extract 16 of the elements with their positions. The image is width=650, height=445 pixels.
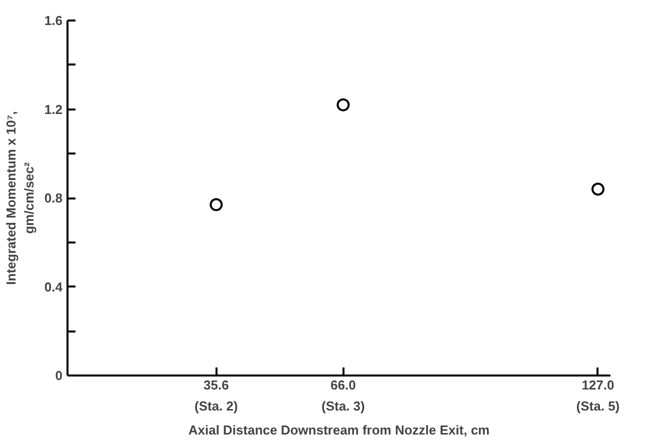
y-tick-label: 0.8 [44,190,63,206]
text: (Sta. 5) [576,398,620,414]
y-tick-label: 1.6 [44,13,63,28]
x-tick-label: 35.6 [204,378,229,392]
point [591,182,604,196]
y-axis-title: Integrated Momentum x 10⁷, gm/cm/sec² [3,111,36,285]
text: (Sta. 3) [322,398,365,414]
x-axis-title: Axial Distance Downstream from Nozzle Exit, cm [188,422,490,438]
point [210,198,223,212]
x-tick-label: 66.0 [330,378,356,392]
y-tick-label: 0.4 [44,279,64,294]
y-tick-label: 0 [55,368,63,383]
x-tick-label: 127.0 [582,378,614,392]
point [336,98,350,112]
text: (Sta. 2) [194,398,238,414]
y-tick-label: 1.2 [44,102,63,117]
